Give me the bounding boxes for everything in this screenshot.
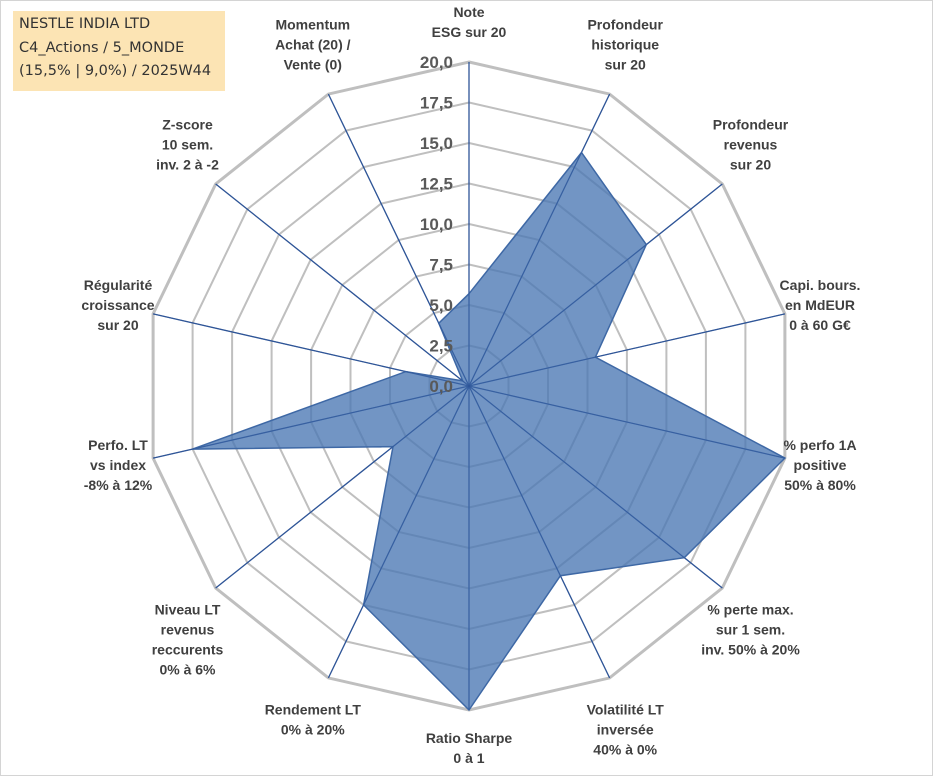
axis-label-4-line-1: positive	[794, 457, 847, 473]
axis-label-7: Ratio Sharpe 0 à 1	[426, 730, 513, 766]
title-category: C4_Actions / 5_MONDE	[19, 39, 185, 56]
axis-label-8: Rendement LT 0% à 20%	[265, 701, 362, 737]
axis-label-13-line-0: Momentum	[275, 17, 350, 33]
title-company: NESTLE INDIA LTD	[19, 16, 151, 32]
tick-label-6: 15,0	[420, 134, 453, 153]
chart-title-box: NESTLE INDIA LTD C4_Actions / 5_MONDE (1…	[13, 11, 225, 91]
axis-label-10-line-1: vs index	[90, 457, 146, 473]
axis-label-13: Momentum Achat (20) / Vente (0)	[275, 17, 351, 73]
axis-label-12-line-2: inv. 2 à -2	[156, 157, 219, 173]
title-stats: (15,5% | 9,0%) / 2025W44	[19, 63, 212, 79]
tick-label-8: 20,0	[420, 53, 453, 72]
axis-label-13-line-2: Vente (0)	[284, 57, 342, 73]
axis-label-3: Capi. bours. en MdEUR 0 à 60 G€	[780, 277, 861, 333]
axis-label-2-line-1: revenus	[724, 137, 778, 153]
axis-label-7-line-1: 0 à 1	[453, 750, 484, 766]
axis-label-9-line-2: reccurents	[152, 642, 224, 658]
axis-spoke-overlay-5	[468, 385, 723, 589]
axis-label-8-line-0: Rendement LT	[265, 701, 362, 717]
axis-spoke-overlay-2	[468, 183, 723, 387]
axis-spoke-overlay-6	[468, 385, 611, 679]
axis-label-11: Régularité croissance sur 20	[81, 277, 154, 333]
axis-spoke-overlay-10	[152, 385, 470, 459]
axis-label-9-line-0: Niveau LT	[155, 602, 221, 618]
tick-label-0: 0,0	[429, 377, 453, 396]
axis-label-5: % perte max. sur 1 sem. inv. 50% à 20%	[701, 602, 800, 658]
axis-spoke-overlay-12	[215, 183, 470, 387]
axis-label-7-line-0: Ratio Sharpe	[426, 730, 513, 746]
tick-label-1: 2,5	[429, 337, 453, 356]
axis-label-10: Perfo. LT vs index -8% à 12%	[84, 437, 153, 493]
axis-spoke-overlay-4	[468, 385, 786, 459]
axis-spoke-overlay-13	[327, 93, 470, 387]
axis-label-4: % perfo 1A positive 50% à 80%	[783, 437, 856, 493]
axis-label-2-line-2: sur 20	[730, 157, 771, 173]
axis-label-5-line-1: sur 1 sem.	[716, 622, 785, 638]
axis-label-11-line-1: croissance	[81, 297, 154, 313]
axis-label-12-line-1: 10 sem.	[162, 137, 213, 153]
axis-label-10-line-0: Perfo. LT	[88, 437, 148, 453]
tick-label-4: 10,0	[420, 215, 453, 234]
axis-label-3-line-2: 0 à 60 G€	[789, 317, 851, 333]
axis-label-2-line-0: Profondeur	[713, 117, 789, 133]
axis-label-1: Profondeur historique sur 20	[587, 17, 663, 73]
axis-label-13-line-1: Achat (20) /	[275, 37, 351, 53]
axis-label-0-line-0: Note	[453, 4, 484, 20]
axis-label-3-line-1: en MdEUR	[785, 297, 855, 313]
axis-label-4-line-0: % perfo 1A	[783, 437, 856, 453]
axis-label-3-line-0: Capi. bours.	[780, 277, 861, 293]
axis-label-6: Volatilité LT inversée 40% à 0%	[587, 701, 665, 757]
axis-label-1-line-2: sur 20	[605, 57, 646, 73]
axis-spoke-overlay-11	[152, 313, 470, 387]
axis-label-4-line-2: 50% à 80%	[784, 477, 856, 493]
axis-spoke-overlay-8	[327, 385, 470, 679]
axis-label-1-line-1: historique	[591, 37, 659, 53]
axis-label-9-line-3: 0% à 6%	[159, 662, 216, 678]
axis-label-9: Niveau LT revenus reccurents 0% à 6%	[152, 602, 224, 678]
axis-label-1-line-0: Profondeur	[587, 17, 663, 33]
axis-label-9-line-1: revenus	[161, 622, 215, 638]
axis-label-12-line-0: Z-score	[162, 117, 213, 133]
axis-label-2: Profondeur revenus sur 20	[713, 117, 789, 173]
axis-label-0-line-1: ESG sur 20	[432, 24, 507, 40]
axis-spoke-overlay-9	[215, 385, 470, 589]
axis-label-10-line-2: -8% à 12%	[84, 477, 153, 493]
axis-label-5-line-0: % perte max.	[707, 602, 793, 618]
axis-label-11-line-0: Régularité	[84, 277, 153, 293]
axis-label-5-line-2: inv. 50% à 20%	[701, 642, 800, 658]
axis-label-6-line-1: inversée	[597, 721, 654, 737]
axis-label-6-line-2: 40% à 0%	[593, 741, 657, 757]
axis-spoke-overlay-1	[468, 93, 611, 387]
axis-label-0: Note ESG sur 20	[432, 4, 507, 40]
axis-label-6-line-0: Volatilité LT	[587, 701, 665, 717]
axis-spoke-overlay-3	[468, 313, 786, 387]
tick-label-5: 12,5	[420, 175, 453, 194]
axis-label-12: Z-score 10 sem. inv. 2 à -2	[156, 117, 219, 173]
tick-label-3: 7,5	[429, 256, 453, 275]
axis-label-11-line-2: sur 20	[97, 317, 138, 333]
tick-label-7: 17,5	[420, 94, 453, 113]
tick-label-2: 5,0	[429, 296, 453, 315]
axis-label-8-line-1: 0% à 20%	[281, 721, 345, 737]
